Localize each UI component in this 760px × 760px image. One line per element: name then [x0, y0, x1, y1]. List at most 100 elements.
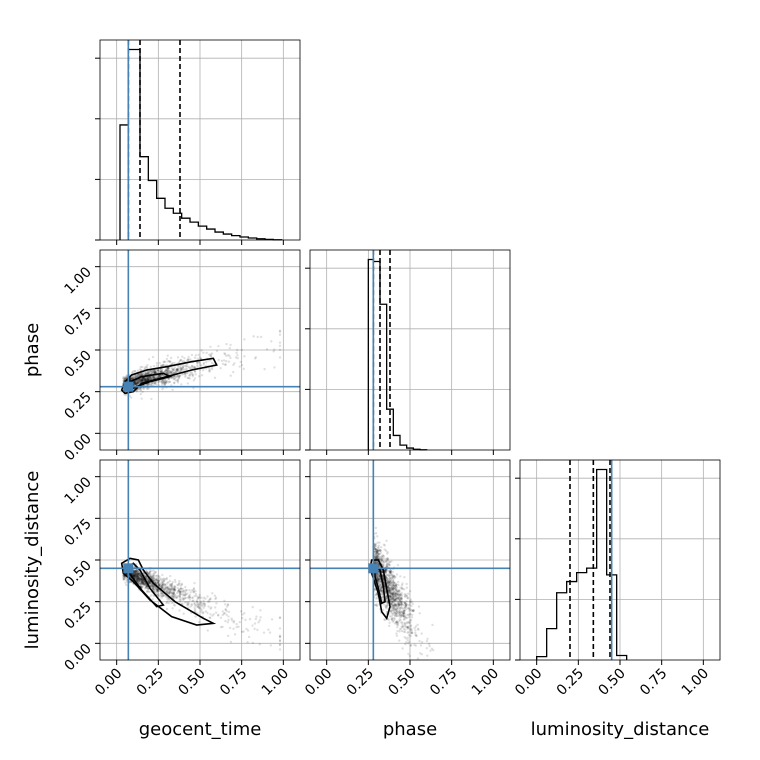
sample-point: [149, 376, 152, 380]
sample-point: [390, 596, 394, 600]
sample-point: [136, 380, 139, 383]
sample-point: [142, 578, 145, 582]
sample-point: [168, 587, 172, 591]
sample-point: [178, 609, 181, 612]
sample-point: [376, 576, 380, 580]
sample-point: [136, 580, 139, 583]
sample-point: [391, 583, 395, 586]
sample-point: [209, 354, 213, 358]
sample-point: [390, 588, 394, 591]
sample-point: [390, 604, 394, 608]
sample-point: [132, 377, 135, 380]
sample-point: [163, 370, 167, 373]
sample-point: [400, 597, 404, 601]
sample-point: [188, 596, 192, 599]
sample-point: [151, 586, 154, 590]
sample-point: [160, 581, 163, 584]
sample-point: [136, 374, 140, 377]
sample-point: [151, 585, 154, 588]
sample-point: [137, 577, 140, 580]
sample-point: [403, 592, 406, 596]
sample-point: [173, 594, 176, 597]
sample-point: [148, 370, 152, 373]
sample-point: [166, 369, 170, 372]
sample-point: [172, 601, 175, 604]
sample-point: [391, 587, 395, 591]
sample-point: [400, 614, 403, 617]
sample-point: [141, 578, 144, 582]
sample-point: [387, 574, 391, 578]
sample-point: [134, 576, 138, 580]
sample-point: [379, 582, 383, 585]
sample-point: [175, 367, 179, 371]
sample-point: [140, 581, 143, 584]
sample-point: [205, 361, 208, 364]
sample-point: [233, 362, 236, 365]
sample-point: [136, 572, 140, 576]
sample-point: [388, 586, 391, 590]
sample-point: [182, 368, 186, 372]
sample-point: [202, 363, 206, 366]
sample-point: [388, 576, 392, 579]
sample-point: [157, 580, 161, 583]
sample-point: [395, 620, 398, 624]
sample-point: [401, 607, 404, 610]
sample-point: [133, 383, 136, 386]
sample-point: [166, 586, 169, 589]
sample-point: [393, 575, 396, 578]
sample-point: [152, 572, 155, 576]
sample-point: [374, 593, 378, 596]
sample-point: [395, 586, 399, 589]
x-tick-label: 0.00: [92, 666, 125, 699]
sample-point: [403, 601, 407, 605]
sample-point: [143, 582, 146, 586]
sample-point: [402, 609, 405, 613]
sample-point: [188, 593, 192, 597]
sample-point: [278, 616, 282, 620]
sample-point: [390, 560, 393, 563]
sample-point: [138, 577, 142, 580]
sample-point: [394, 598, 398, 601]
sample-point: [376, 551, 380, 554]
sample-point: [404, 604, 408, 607]
sample-point: [378, 577, 382, 580]
sample-point: [204, 610, 208, 613]
sample-point: [146, 372, 150, 376]
sample-point: [154, 371, 158, 374]
sample-point: [155, 578, 158, 581]
sample-point: [393, 598, 396, 601]
sample-point: [184, 596, 188, 600]
sample-point: [243, 612, 246, 615]
sample-point: [408, 589, 412, 593]
sample-point: [396, 610, 399, 614]
sample-point: [136, 577, 139, 581]
sample-point: [139, 574, 142, 578]
sample-point: [161, 581, 164, 584]
sample-point: [138, 578, 142, 581]
sample-point: [397, 606, 400, 609]
sample-point: [135, 382, 138, 386]
sample-point: [217, 358, 220, 362]
sample-point: [381, 599, 384, 602]
sample-point: [399, 618, 402, 622]
sample-point: [138, 373, 141, 377]
sample-point: [405, 625, 408, 629]
sample-point: [177, 588, 181, 592]
sample-point: [400, 583, 404, 587]
sample-point: [139, 372, 143, 376]
sample-point: [402, 604, 406, 607]
sample-point: [398, 594, 402, 597]
sample-point: [175, 368, 178, 371]
sample-point: [132, 573, 135, 576]
sample-point: [208, 368, 212, 372]
sample-point: [376, 554, 379, 558]
sample-point: [176, 590, 180, 593]
sample-point: [122, 575, 125, 579]
sample-point: [375, 548, 379, 552]
sample-point: [207, 369, 211, 373]
sample-point: [278, 643, 282, 647]
sample-point: [128, 378, 131, 382]
sample-point: [390, 597, 394, 600]
sample-point: [408, 654, 412, 658]
sample-point: [387, 589, 390, 592]
